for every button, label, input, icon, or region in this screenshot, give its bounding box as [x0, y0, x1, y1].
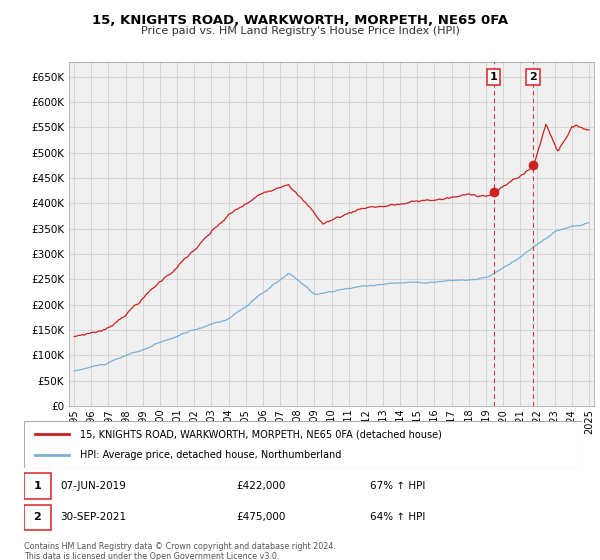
Text: 67% ↑ HPI: 67% ↑ HPI	[370, 481, 425, 491]
Text: £475,000: £475,000	[236, 512, 286, 522]
Text: 2: 2	[34, 512, 41, 522]
Text: Contains HM Land Registry data © Crown copyright and database right 2024.
This d: Contains HM Land Registry data © Crown c…	[24, 542, 336, 560]
Text: £422,000: £422,000	[236, 481, 286, 491]
Text: 2: 2	[529, 72, 537, 82]
Text: 1: 1	[34, 481, 41, 491]
Text: 15, KNIGHTS ROAD, WARKWORTH, MORPETH, NE65 0FA: 15, KNIGHTS ROAD, WARKWORTH, MORPETH, NE…	[92, 14, 508, 27]
Text: Price paid vs. HM Land Registry's House Price Index (HPI): Price paid vs. HM Land Registry's House …	[140, 26, 460, 36]
Text: HPI: Average price, detached house, Northumberland: HPI: Average price, detached house, Nort…	[80, 450, 341, 460]
Bar	[24, 505, 51, 530]
Bar	[24, 473, 51, 498]
Text: 30-SEP-2021: 30-SEP-2021	[60, 512, 127, 522]
Text: 15, KNIGHTS ROAD, WARKWORTH, MORPETH, NE65 0FA (detached house): 15, KNIGHTS ROAD, WARKWORTH, MORPETH, NE…	[80, 429, 442, 439]
Text: 1: 1	[490, 72, 497, 82]
Text: 07-JUN-2019: 07-JUN-2019	[60, 481, 126, 491]
Text: 64% ↑ HPI: 64% ↑ HPI	[370, 512, 425, 522]
